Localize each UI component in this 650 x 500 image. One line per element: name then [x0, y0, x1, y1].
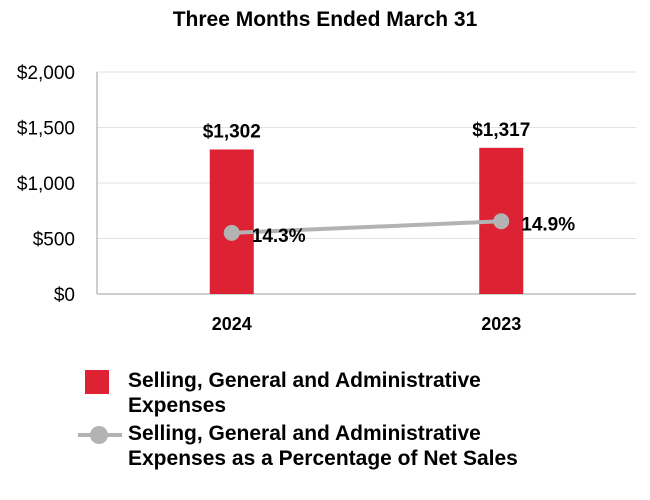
- y-tick-label: $1,000: [17, 174, 75, 195]
- bar-labels: $1,302 $1,317: [203, 120, 531, 143]
- legend-item-sga-pct: Selling, General and Administrative Expe…: [78, 421, 638, 471]
- legend-item-sga: Selling, General and Administrative Expe…: [78, 368, 638, 418]
- y-axis-ticks: $0 $500 $1,000 $1,500 $2,000: [17, 63, 75, 306]
- y-tick-label: $0: [54, 285, 75, 306]
- legend: Selling, General and Administrative Expe…: [78, 368, 638, 474]
- chart-title: Three Months Ended March 31: [172, 8, 478, 31]
- y-tick-label: $1,500: [17, 119, 75, 140]
- percentage-point: [493, 213, 510, 230]
- x-tick-label: 2024: [212, 314, 252, 334]
- chart-area: $0 $500 $1,000 $1,500 $2,000 $1,302 $1,317 14…: [17, 63, 636, 334]
- percentage-label: 14.9%: [521, 214, 575, 235]
- y-tick-label: $500: [33, 230, 75, 251]
- grid-lines: [96, 71, 636, 295]
- x-tick-label: 2023: [481, 314, 521, 334]
- legend-bar-swatch: [78, 368, 128, 394]
- x-axis-ticks: 2024 2023: [212, 314, 522, 334]
- bar: [209, 149, 254, 294]
- percentage-line: 14.3% 14.9%: [223, 213, 575, 247]
- legend-bar-label-line1: Selling, General and Administrative: [128, 369, 481, 392]
- legend-line-swatch: [78, 421, 128, 447]
- bar-value-label: $1,317: [472, 120, 530, 141]
- percentage-line-path: [231, 219, 502, 235]
- legend-bar-label-line2: Expenses: [128, 394, 227, 417]
- legend-line-label-line1: Selling, General and Administrative: [128, 422, 481, 445]
- y-tick-label: $2,000: [17, 63, 75, 84]
- legend-line-label-line2: Expenses as a Percentage of Net Sales: [128, 447, 518, 470]
- percentage-label: 14.3%: [252, 226, 306, 247]
- bar-value-label: $1,302: [203, 121, 261, 142]
- percentage-point: [223, 224, 240, 241]
